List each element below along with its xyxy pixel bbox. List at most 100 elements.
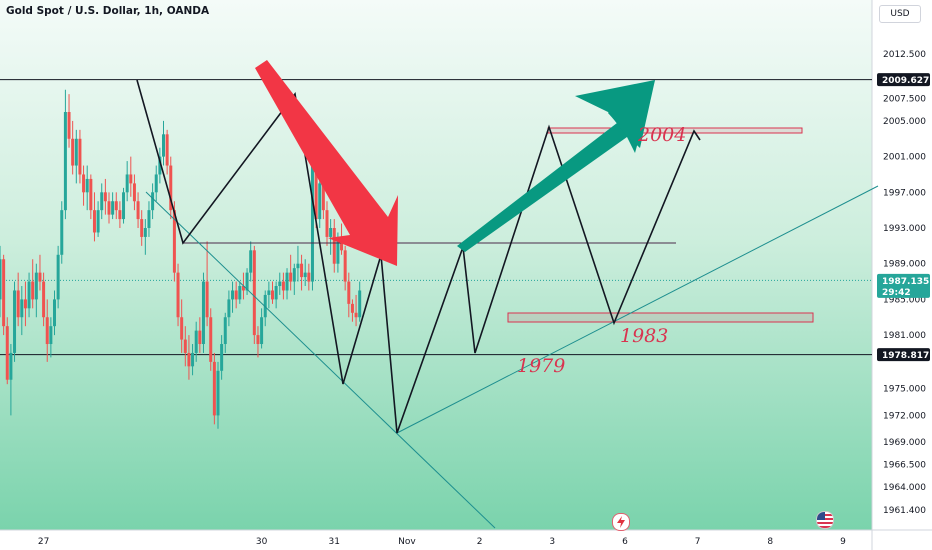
candle-body [42, 281, 46, 318]
candle-body [53, 299, 56, 327]
price-tick-label: 1972.000 [883, 411, 926, 421]
drawings-layer: 2004 1983 1979 [136, 60, 879, 529]
us-flag-icon[interactable] [816, 511, 834, 529]
green-arrow-head [575, 80, 655, 148]
price-tick-label: 2001.000 [883, 153, 926, 163]
candle-body [103, 192, 107, 202]
candle-body [307, 272, 311, 282]
price-tick-label: 1964.000 [883, 483, 926, 493]
candle-body [85, 178, 89, 193]
time-tick-label: Nov [398, 537, 416, 547]
current-price-tag-countdown: 29:42 [882, 288, 911, 298]
descending-trend-line [145, 191, 496, 529]
candle-body [180, 317, 184, 340]
candle-body [310, 165, 314, 282]
candle-body [27, 281, 31, 309]
candle-body [201, 281, 205, 345]
candle-body [45, 317, 49, 345]
candle-body [205, 281, 209, 318]
candle-body [122, 192, 126, 220]
candle-body [96, 210, 100, 233]
candle-body [63, 112, 67, 211]
price-tick-label: 2005.000 [883, 117, 926, 127]
price-tick-label: 1975.000 [883, 385, 926, 395]
price-tick-label: 1981.000 [883, 331, 926, 341]
candle-body [252, 250, 256, 336]
candle-body [118, 210, 122, 220]
candle-body [234, 290, 238, 300]
candle-body [358, 290, 362, 318]
candle-body [260, 317, 264, 345]
candle-body [13, 290, 17, 353]
candle-body [187, 352, 191, 367]
level-high-tag-text: 2009.627 [882, 76, 929, 86]
candle-body [241, 286, 245, 291]
time-axis-background [0, 530, 932, 550]
candle-body [23, 299, 27, 309]
annotation-1983: 1983 [620, 325, 668, 347]
candle-body [183, 339, 187, 353]
candle-body [231, 290, 235, 300]
candle-body [100, 192, 104, 211]
candle-body [125, 174, 129, 193]
candle-body [321, 183, 325, 211]
candle-body [314, 165, 318, 220]
candle-body [336, 241, 340, 264]
time-tick-label: 27 [38, 537, 49, 547]
candle-body [140, 219, 144, 237]
price-tick-label: 1969.000 [883, 438, 926, 448]
candle-body [278, 281, 282, 287]
price-tick-label: 1989.000 [883, 260, 926, 270]
time-tick-label: 30 [256, 537, 268, 547]
time-tick-label: 6 [622, 537, 628, 547]
candle-body [271, 290, 274, 300]
candle-body [82, 174, 86, 193]
candle-body [216, 370, 220, 416]
time-tick-label: 9 [840, 537, 846, 547]
candle-body [191, 352, 195, 367]
candle-body [303, 272, 307, 278]
candle-body [132, 183, 136, 202]
candle-body [34, 272, 38, 300]
candle-body [74, 138, 78, 166]
price-tick-label: 2007.500 [883, 95, 926, 105]
candle-body [340, 241, 344, 251]
candle-body [172, 210, 176, 273]
candle-body [176, 272, 180, 318]
candle-body [111, 201, 115, 215]
candle-body [212, 361, 216, 416]
candle-body [67, 112, 71, 139]
candle-body [2, 259, 6, 327]
candle-body [281, 281, 285, 291]
ascending-trend-line [396, 185, 879, 434]
price-axis-background [872, 0, 932, 530]
time-tick-label: 2 [477, 537, 483, 547]
candle-body [350, 303, 354, 313]
candle-body [129, 174, 133, 184]
candle-body [60, 210, 64, 255]
time-axis-labels: 27 30 31 Nov 2 3 6 7 8 9 [38, 537, 846, 547]
time-tick-label: 31 [329, 537, 340, 547]
price-tick-label: 1985.000 [883, 295, 926, 305]
candle-body [143, 228, 147, 237]
currency-button[interactable]: USD [879, 5, 921, 23]
zigzag-pattern [136, 79, 701, 434]
candle-body [292, 268, 296, 282]
candle-body [92, 210, 96, 233]
candle-body [267, 290, 271, 295]
lightning-icon[interactable] [612, 513, 630, 531]
candle-body [49, 326, 53, 345]
candle-body [16, 290, 20, 318]
current-price-tag-text: 1987.135 [882, 277, 929, 287]
candle-body [78, 138, 82, 175]
candle-body [300, 263, 304, 278]
candle-body [245, 272, 249, 291]
candle-body [9, 352, 13, 380]
candle-body [296, 263, 300, 269]
candle-body [343, 250, 347, 282]
candle-body [162, 134, 165, 157]
candle-body [329, 228, 333, 237]
candle-body [5, 326, 9, 380]
candle-body [169, 165, 173, 211]
